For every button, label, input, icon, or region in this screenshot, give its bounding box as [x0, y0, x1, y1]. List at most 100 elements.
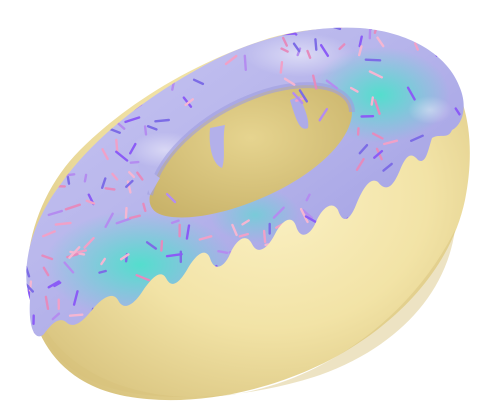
sprinkle	[121, 27, 126, 30]
sprinkle	[113, 67, 127, 71]
sprinkle	[170, 66, 177, 76]
sprinkle	[129, 160, 140, 164]
sprinkle	[298, 89, 308, 103]
sprinkle	[128, 214, 142, 220]
sprinkle	[191, 21, 199, 23]
sprinkle	[100, 257, 107, 266]
sprinkle	[355, 157, 365, 172]
sprinkle	[26, 85, 28, 100]
sprinkle	[154, 118, 171, 123]
sprinkle	[69, 104, 82, 113]
sprinkle	[325, 79, 339, 90]
sprinkle	[100, 177, 107, 190]
sprinkle	[53, 281, 62, 288]
sprinkle	[454, 107, 461, 116]
sprinkle	[370, 27, 384, 30]
sprinkle	[51, 312, 61, 321]
sprinkle	[428, 317, 433, 328]
sprinkle	[80, 108, 86, 122]
sprinkle	[91, 45, 96, 56]
sprinkle	[141, 27, 150, 31]
sprinkle	[136, 171, 144, 181]
sprinkle	[426, 27, 436, 31]
sprinkle	[217, 249, 229, 255]
sprinkle	[19, 284, 23, 291]
sprinkle	[462, 226, 464, 236]
sprinkle	[62, 145, 72, 154]
sprinkle	[383, 139, 399, 146]
sprinkle	[440, 273, 452, 281]
sprinkle	[101, 148, 109, 161]
sprinkle	[76, 117, 81, 131]
sprinkle	[414, 42, 419, 51]
sprinkle	[189, 44, 197, 52]
sprinkle	[38, 166, 49, 170]
sprinkle	[318, 107, 329, 122]
sprinkle	[77, 96, 85, 110]
sprinkle	[198, 235, 213, 241]
sprinkle	[195, 51, 208, 59]
sprinkle	[88, 44, 97, 57]
sprinkle	[370, 96, 374, 106]
sprinkle	[83, 236, 95, 249]
sprinkle	[364, 58, 382, 62]
sprinkle	[113, 56, 125, 60]
sprinkle	[163, 32, 173, 37]
sprinkle	[103, 105, 111, 114]
sprinkle	[292, 91, 304, 105]
sprinkle	[406, 86, 416, 101]
sprinkle	[83, 120, 90, 130]
sprinkle	[241, 219, 250, 226]
sprinkle	[118, 44, 123, 61]
sprinkle	[185, 224, 191, 240]
sprinkle	[68, 246, 81, 259]
sprinkle	[57, 81, 70, 95]
sprinkle	[44, 295, 50, 310]
sprinkle	[184, 98, 195, 107]
sprinkle	[68, 97, 80, 106]
sprinkle	[63, 261, 75, 274]
sprinkle	[26, 281, 34, 293]
sprinkle	[160, 239, 164, 252]
sprinkle	[85, 199, 96, 205]
sprinkle	[102, 116, 109, 125]
sprinkle	[283, 77, 296, 86]
sprinkle	[41, 254, 54, 261]
sprinkle	[165, 252, 183, 258]
sprinkle	[134, 45, 142, 56]
sprinkle	[111, 172, 119, 181]
sprinkle	[142, 202, 147, 213]
sprinkle	[83, 173, 88, 183]
sprinkle	[30, 130, 36, 144]
sprinkle	[64, 203, 82, 211]
sprinkle	[145, 241, 158, 250]
sprinkle	[373, 149, 384, 159]
sprinkle	[368, 70, 383, 79]
sprinkle	[72, 290, 79, 306]
sprinkle	[292, 42, 301, 53]
sprinkle	[169, 46, 177, 61]
sprinkle	[439, 16, 443, 25]
sprinkle	[98, 269, 107, 274]
sprinkle	[319, 44, 330, 57]
sprinkle	[115, 138, 119, 154]
sprinkle	[26, 69, 31, 80]
sprinkle	[382, 162, 393, 172]
sprinkle	[438, 327, 448, 333]
sprinkle	[248, 27, 255, 37]
sprinkle	[146, 124, 158, 131]
sprinkle	[132, 48, 141, 62]
sprinkle	[28, 166, 36, 182]
sprinkle	[72, 73, 87, 82]
sprinkle	[68, 313, 84, 317]
sprinkle	[373, 99, 381, 116]
sprinkle	[132, 47, 137, 57]
sprinkle	[119, 253, 130, 261]
sprinkle	[459, 27, 464, 33]
sprinkle	[243, 54, 248, 72]
sprinkle	[54, 221, 72, 226]
sprinkle	[107, 103, 124, 111]
sprinkle	[43, 27, 53, 34]
